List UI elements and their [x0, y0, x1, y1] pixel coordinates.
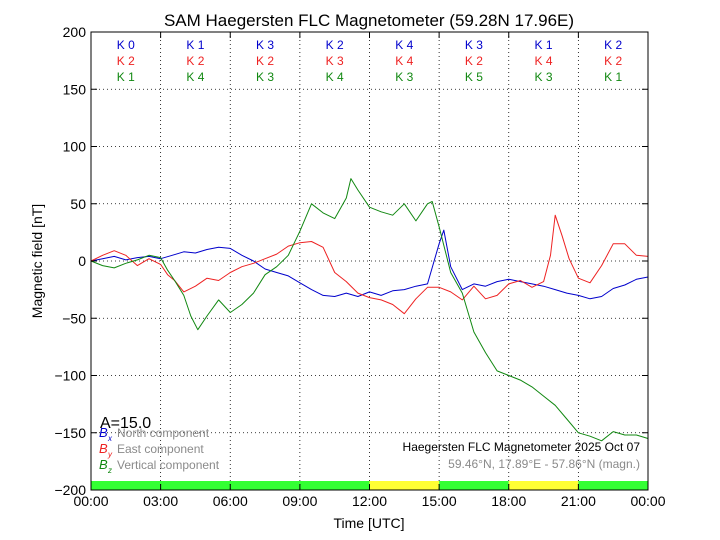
- k-index-x: K 3: [465, 38, 483, 52]
- y-tick-label: 150: [63, 81, 87, 97]
- k-index-x: K 1: [186, 38, 204, 52]
- activity-segment: [508, 481, 579, 490]
- x-tick-label: 09:00: [282, 493, 317, 509]
- legend-subscript: y: [107, 450, 113, 459]
- grid-lines: [91, 32, 648, 490]
- y-axis-ticks: 200 150 100 50 0 −50 −100 −150 −200: [54, 24, 648, 498]
- y-tick-label: 50: [70, 196, 86, 212]
- legend-label: East component: [117, 442, 204, 456]
- k-index-y: K 2: [465, 54, 483, 68]
- activity-segment: [578, 481, 648, 490]
- k-index-z: K 1: [117, 70, 135, 84]
- k-index-x: K 1: [535, 38, 553, 52]
- k-index-y: K 4: [395, 54, 413, 68]
- series-lines: [90, 178, 649, 442]
- k-index-y: K 2: [256, 54, 274, 68]
- series-line-east: [90, 214, 649, 315]
- k-index-y: K 3: [326, 54, 344, 68]
- activity-segment: [439, 481, 509, 490]
- k-index-z: K 5: [465, 70, 483, 84]
- x-tick-label: 18:00: [491, 493, 526, 509]
- y-tick-label: −100: [54, 368, 86, 384]
- legend-label: North component: [117, 426, 210, 440]
- series-line-north: [90, 229, 649, 300]
- x-axis-label: Time [UTC]: [333, 515, 404, 531]
- legend-symbol: B: [99, 425, 108, 440]
- k-index-z: K 4: [326, 70, 344, 84]
- k-index-y: K 4: [535, 54, 553, 68]
- k-index-z: K 1: [604, 70, 622, 84]
- k-index-y: K 2: [604, 54, 622, 68]
- k-index-z: K 3: [256, 70, 274, 84]
- y-axis-label: Magnetic field [nT]: [29, 204, 45, 318]
- k-index-z: K 3: [535, 70, 553, 84]
- k-index-z: K 4: [186, 70, 204, 84]
- x-tick-label: 03:00: [143, 493, 178, 509]
- x-tick-label: 00:00: [630, 493, 665, 509]
- k-index-table: K 0 K 1 K 3 K 2 K 4 K 3 K 1 K 2 K 2 K 2 K 2 K 3 K 4 K…: [117, 38, 623, 84]
- y-tick-label: −50: [62, 310, 86, 326]
- activity-index: A=15.0: [100, 415, 151, 432]
- k-index-z: K 3: [395, 70, 413, 84]
- x-tick-label: 12:00: [352, 493, 387, 509]
- y-tick-label: −150: [54, 425, 86, 441]
- y-tick-label: −200: [54, 482, 86, 498]
- x-tick-label: 06:00: [213, 493, 248, 509]
- x-axis-ticks: 00:00 03:00 06:00 09:00 12:00 15:00 18:00 21:00…: [73, 32, 666, 509]
- series-line-vertical: [90, 178, 649, 442]
- chart-title: SAM Haegersten FLC Magnetometer (59.28N …: [164, 11, 574, 30]
- y-tick-label: 0: [78, 253, 86, 269]
- y-tick-label: 100: [63, 139, 87, 155]
- k-index-x: K 0: [117, 38, 135, 52]
- legend-symbol: B: [99, 441, 108, 456]
- k-index-y: K 2: [186, 54, 204, 68]
- activity-segment: [369, 481, 440, 490]
- x-tick-label: 21:00: [561, 493, 596, 509]
- legend-subscript: x: [107, 434, 113, 443]
- k-index-x: K 3: [256, 38, 274, 52]
- x-tick-label: 00:00: [73, 493, 108, 509]
- station-annotation: Haegersten FLC Magnetometer 2025 Oct 07: [403, 440, 641, 454]
- k-index-x: K 2: [326, 38, 344, 52]
- legend-symbol: B: [99, 457, 108, 472]
- y-tick-label: 200: [63, 24, 87, 40]
- legend-label: Vertical component: [117, 458, 220, 472]
- x-tick-label: 15:00: [422, 493, 457, 509]
- k-index-y: K 2: [117, 54, 135, 68]
- legend-subscript: z: [107, 466, 112, 475]
- k-index-x: K 4: [395, 38, 413, 52]
- k-index-x: K 2: [604, 38, 622, 52]
- coords-annotation: 59.46°N, 17.89°E - 57.86°N (magn.): [448, 457, 640, 471]
